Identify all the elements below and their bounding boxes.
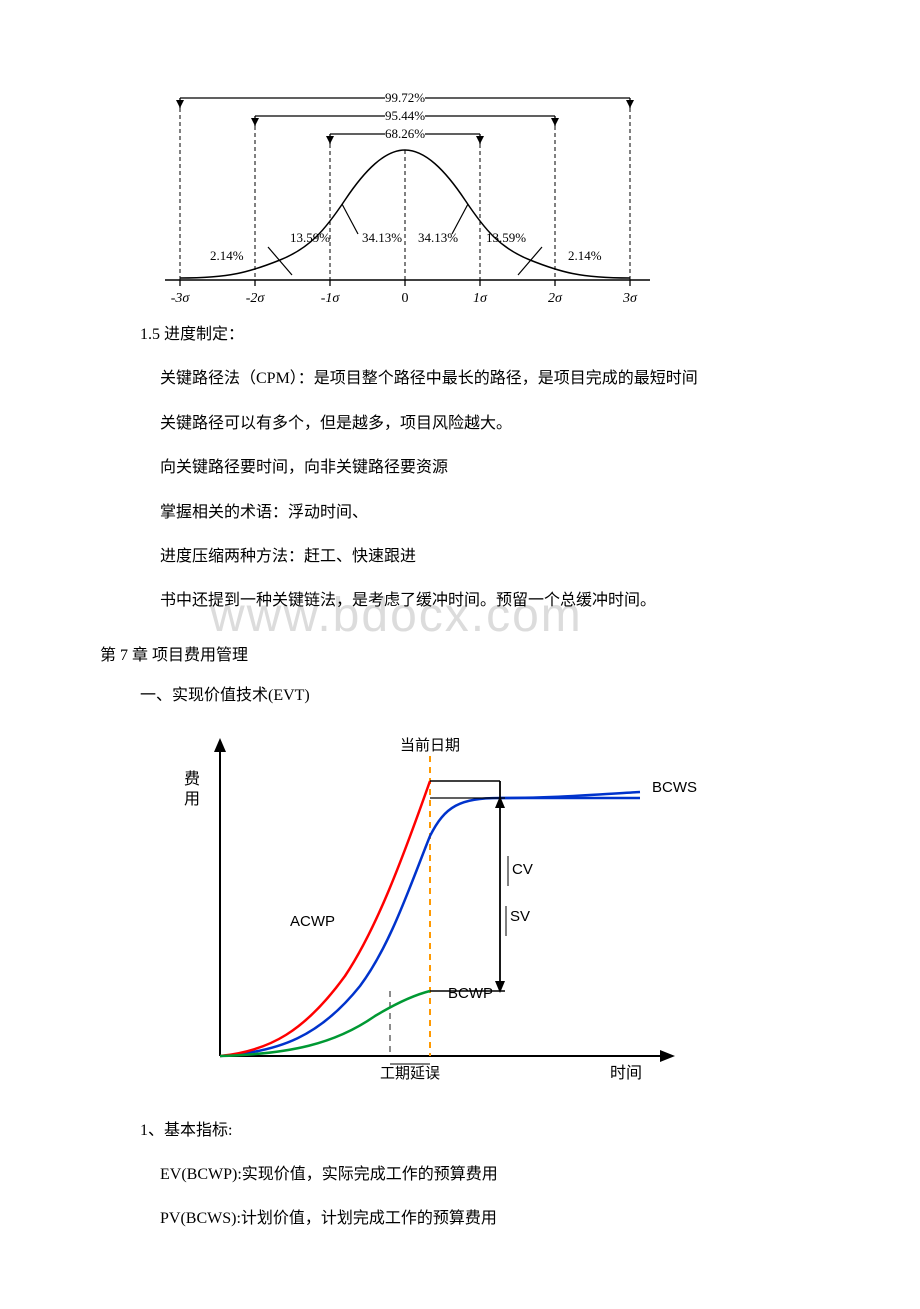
pct-right-tail: 2.14% [568, 248, 602, 263]
normal-distribution-figure: 99.72% 95.44% 68.26% [140, 80, 820, 310]
post-chart-line-1: EV(BCWP):实现价值，实际完成工作的预算费用 [160, 1160, 820, 1190]
delay-label: 工期延误 [380, 1065, 440, 1082]
xtick-p1: 1σ [473, 291, 488, 306]
current-date-label: 当前日期 [400, 737, 460, 754]
body-line-4: 掌握相关的术语：浮动时间、 [160, 498, 820, 528]
xtick-n1: -1σ [321, 291, 341, 306]
pct-1sigma: 68.26% [385, 126, 425, 141]
bcws-label: BCWS [652, 779, 697, 796]
x-axis-label: 时间 [610, 1064, 642, 1082]
xtick-n3: -3σ [171, 291, 191, 306]
xtick-p2: 2σ [548, 291, 563, 306]
xtick-0: 0 [402, 291, 409, 306]
body-line-3: 向关键路径要时间，向非关键路径要资源 [160, 453, 820, 483]
sv-label: SV [510, 908, 530, 925]
xtick-n2: -2σ [246, 291, 266, 306]
post-chart-line-2: PV(BCWS):计划价值，计划完成工作的预算费用 [160, 1204, 820, 1234]
bcwp-label: BCWP [448, 985, 493, 1002]
pct-right-2: 13.59% [486, 230, 526, 245]
body-line-5: 进度压缩两种方法：赶工、快速跟进 [160, 542, 820, 572]
pct-2sigma: 95.44% [385, 108, 425, 123]
pct-left-2: 13.59% [290, 230, 330, 245]
section-1-5-heading: 1.5 进度制定： [140, 320, 820, 350]
cv-label: CV [512, 861, 533, 878]
pct-right-1: 34.13% [418, 230, 458, 245]
xtick-p3: 3σ [622, 291, 638, 306]
body-line-6: 书中还提到一种关键链法，是考虑了缓冲时间。预留一个总缓冲时间。 [160, 586, 820, 616]
body-line-2: 关键路径可以有多个，但是越多，项目风险越大。 [160, 409, 820, 439]
chapter-7-title: 第 7 章 项目费用管理 [100, 641, 820, 671]
evt-chart: 费 用 时间 当前日期 BCWS ACWP BCWP [160, 726, 820, 1106]
y-axis-label-2: 用 [184, 791, 200, 808]
pct-left-1: 34.13% [362, 230, 402, 245]
acwp-label: ACWP [290, 913, 335, 930]
body-line-1: 关键路径法（CPM）：是项目整个路径中最长的路径，是项目完成的最短时间 [160, 364, 820, 394]
pct-3sigma: 99.72% [385, 90, 425, 105]
pct-left-tail: 2.14% [210, 248, 244, 263]
evt-heading: 一、实现价值技术(EVT) [140, 681, 820, 711]
post-chart-heading: 1、基本指标: [140, 1116, 820, 1146]
y-axis-label-1: 费 [184, 770, 200, 788]
